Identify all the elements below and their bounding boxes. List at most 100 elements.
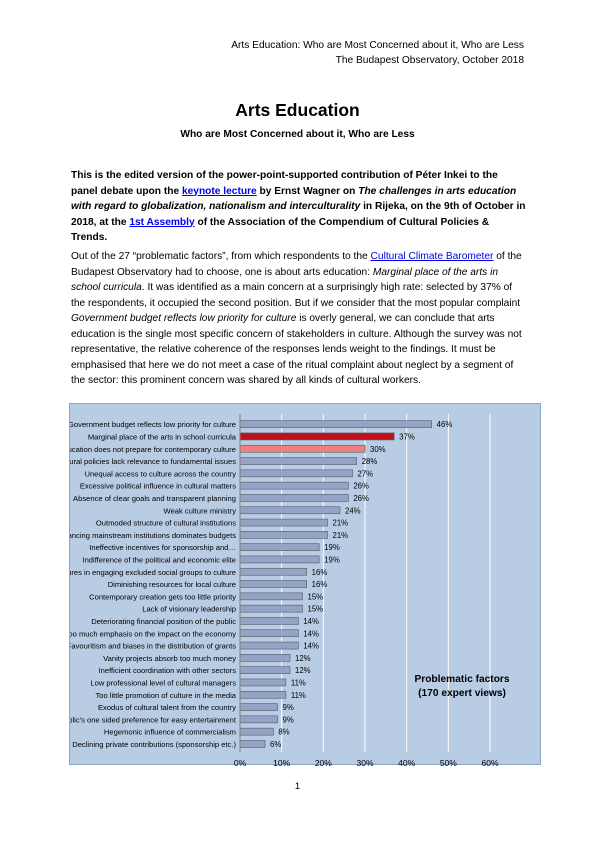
category-label: Deteriorating financial position of the … [91,617,236,626]
bar [239,629,299,638]
bar [239,604,303,613]
page-subtitle: Who are Most Concerned about it, Who are… [180,129,415,140]
bar [239,740,266,748]
data-label: 19% [324,555,340,564]
body-text-4: is overly general, we can conclude that … [71,313,522,386]
x-tick-label: 50% [440,758,457,766]
category-label: Diminishing resources for local culture [108,580,236,589]
category-label: Low professional level of cultural manag… [90,678,236,687]
bar [239,617,299,625]
data-label: 16% [312,568,328,577]
data-label: 21% [333,531,349,540]
x-tick-label: 40% [398,758,415,766]
bar [239,580,307,588]
bar [239,531,328,539]
data-label: 28% [362,457,378,466]
category-label: Ineffective incentives for sponsorship a… [89,543,236,552]
category-label: Weak culture ministry [164,506,237,515]
category-label: Inefficient coordination with other sect… [99,666,237,675]
data-label: 14% [303,642,319,651]
intro-text-3: in Rijeka, on the 9th of October in 2018… [71,201,526,228]
data-label: 14% [303,629,319,638]
data-label: 21% [333,519,349,528]
category-label: Exodus of cultural talent from the count… [98,703,236,712]
category-label: Hegemonic influence of commercialism [104,728,236,737]
category-label: Favouritism and biases in the distributi… [70,642,236,651]
data-label: 30% [370,445,386,454]
category-label: Vanity projects absorb too much money [103,654,236,663]
intro-text-4: of the Association of the Compendium of … [71,216,490,244]
data-label: 9% [283,703,294,712]
category-label: Failures in engaging excluded social gro… [70,568,236,577]
category-label: Too much emphasis on the impact on the e… [70,629,236,638]
bar [239,727,274,736]
category-label: Declining private contributions (sponsor… [72,740,236,749]
intro-lecture-title: The challenges in arts education with re… [71,185,517,213]
category-label: Financing mainstream institutions domina… [70,531,236,540]
data-label: 19% [324,543,340,552]
x-tick-label: 0% [234,758,247,766]
data-label: 15% [308,592,324,601]
bar [239,444,366,453]
data-label: 11% [291,678,306,687]
bar [239,555,320,564]
chart-annotation-line-1: Problematic factors [414,674,510,685]
chart-annotation: Problematic factors (170 expert views) [397,673,527,701]
intro-text-2: by Ernst Wagner on [256,185,359,197]
data-label: 26% [353,494,369,503]
data-label: 46% [437,420,453,429]
bar [239,715,278,724]
category-label: Lack of visionary leadership [142,605,236,614]
bar [239,690,287,699]
chart-container: 0% 10% 20% 30% 40% 50% 60% Government budget re… [69,403,541,766]
header-line-2: The Budapest Observatory, October 2018 [335,55,524,66]
data-label: 11% [291,691,306,700]
category-label: Too little promotion of culture in the m… [95,691,236,700]
x-tick-label: 60% [481,758,498,766]
data-label: 24% [345,506,361,515]
intro-paragraph: This is the edited version of the power-… [71,168,526,246]
data-label: 26% [353,482,369,491]
bar [239,469,353,478]
keynote-lecture-link[interactable]: keynote lecture [181,185,257,197]
bar [239,518,328,527]
data-label: 37% [399,432,415,441]
data-label: 14% [303,617,319,626]
category-label: Public's one sided preference for easy e… [70,715,237,724]
first-assembly-link[interactable]: 1st Assembly [129,216,195,228]
data-label: 9% [283,715,294,724]
data-label: 6% [270,740,281,749]
page-title: Arts Education [235,100,360,120]
body-text-1: Out of the 27 “problematic factors”, fro… [71,251,371,262]
bar [239,592,303,601]
bar [239,457,357,465]
data-label: 15% [308,605,324,614]
category-label: Outmoded structure of cultural instituti… [96,519,236,528]
cultural-climate-barometer-link[interactable]: Cultural Climate Barometer [370,251,494,262]
running-header: Arts Education: Who are Most Concerned a… [231,38,524,68]
body-italic-budget: Government budget reflects low priority … [71,313,297,324]
bar [239,506,341,515]
body-text-2: of the Budapest Observatory had to choos… [71,251,522,278]
category-label: Government budget reflects low priority … [70,420,236,429]
bar [239,567,307,576]
x-tick-label: 20% [315,758,332,766]
data-label: 12% [295,666,311,675]
intro-text-1: This is the edited version of the power-… [71,170,498,197]
category-label: Education does not prepare for contempor… [70,445,236,454]
bar [239,703,278,711]
bar [239,420,432,428]
category-label: Indifference of the political and econom… [82,555,236,564]
page-number: 1 [294,781,301,792]
body-paragraph: Out of the 27 “problematic factors”, fro… [71,249,526,389]
bar [239,666,291,674]
bar [239,481,349,490]
x-tick-label: 30% [356,758,373,766]
problematic-factors-chart: 0% 10% 20% 30% 40% 50% 60% Government budget re… [70,414,499,766]
category-label: Excessive political influence in cultura… [80,482,236,491]
bar [239,494,349,502]
data-label: 27% [358,469,374,478]
body-italic-arts: Marginal place of the arts in school cur… [71,266,499,294]
bar [239,432,395,441]
bar [239,654,291,662]
